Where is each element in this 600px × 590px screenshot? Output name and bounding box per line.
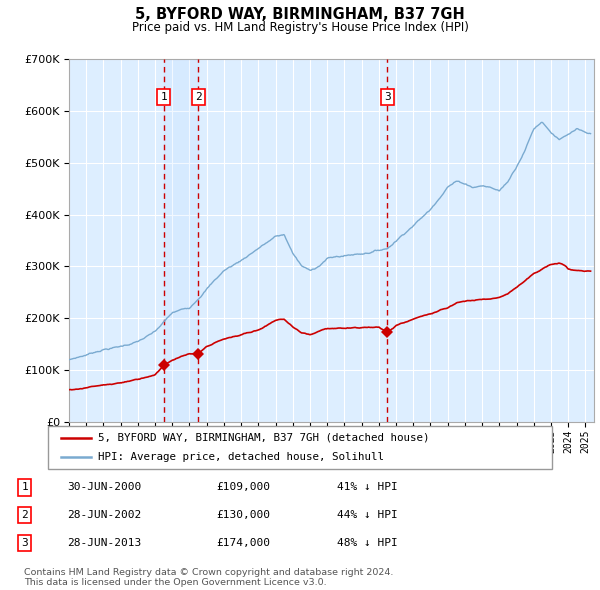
Text: 5, BYFORD WAY, BIRMINGHAM, B37 7GH: 5, BYFORD WAY, BIRMINGHAM, B37 7GH — [135, 7, 465, 22]
Text: 1: 1 — [21, 483, 28, 493]
Text: 44% ↓ HPI: 44% ↓ HPI — [337, 510, 398, 520]
Text: 2: 2 — [21, 510, 28, 520]
FancyBboxPatch shape — [48, 426, 552, 469]
Text: 28-JUN-2013: 28-JUN-2013 — [67, 538, 141, 548]
Text: 3: 3 — [384, 92, 391, 102]
Text: 41% ↓ HPI: 41% ↓ HPI — [337, 483, 398, 493]
Text: 2: 2 — [195, 92, 202, 102]
Text: This data is licensed under the Open Government Licence v3.0.: This data is licensed under the Open Gov… — [24, 578, 326, 587]
Text: HPI: Average price, detached house, Solihull: HPI: Average price, detached house, Soli… — [98, 453, 385, 463]
Text: 48% ↓ HPI: 48% ↓ HPI — [337, 538, 398, 548]
Text: £174,000: £174,000 — [217, 538, 271, 548]
Text: Price paid vs. HM Land Registry's House Price Index (HPI): Price paid vs. HM Land Registry's House … — [131, 21, 469, 34]
Text: 1: 1 — [160, 92, 167, 102]
Bar — [164, 59, 198, 422]
Text: 5, BYFORD WAY, BIRMINGHAM, B37 7GH (detached house): 5, BYFORD WAY, BIRMINGHAM, B37 7GH (deta… — [98, 432, 430, 442]
Text: £130,000: £130,000 — [217, 510, 271, 520]
Text: 3: 3 — [21, 538, 28, 548]
Text: £109,000: £109,000 — [217, 483, 271, 493]
Text: 28-JUN-2002: 28-JUN-2002 — [67, 510, 141, 520]
Text: Contains HM Land Registry data © Crown copyright and database right 2024.: Contains HM Land Registry data © Crown c… — [24, 568, 394, 576]
Text: 30-JUN-2000: 30-JUN-2000 — [67, 483, 141, 493]
